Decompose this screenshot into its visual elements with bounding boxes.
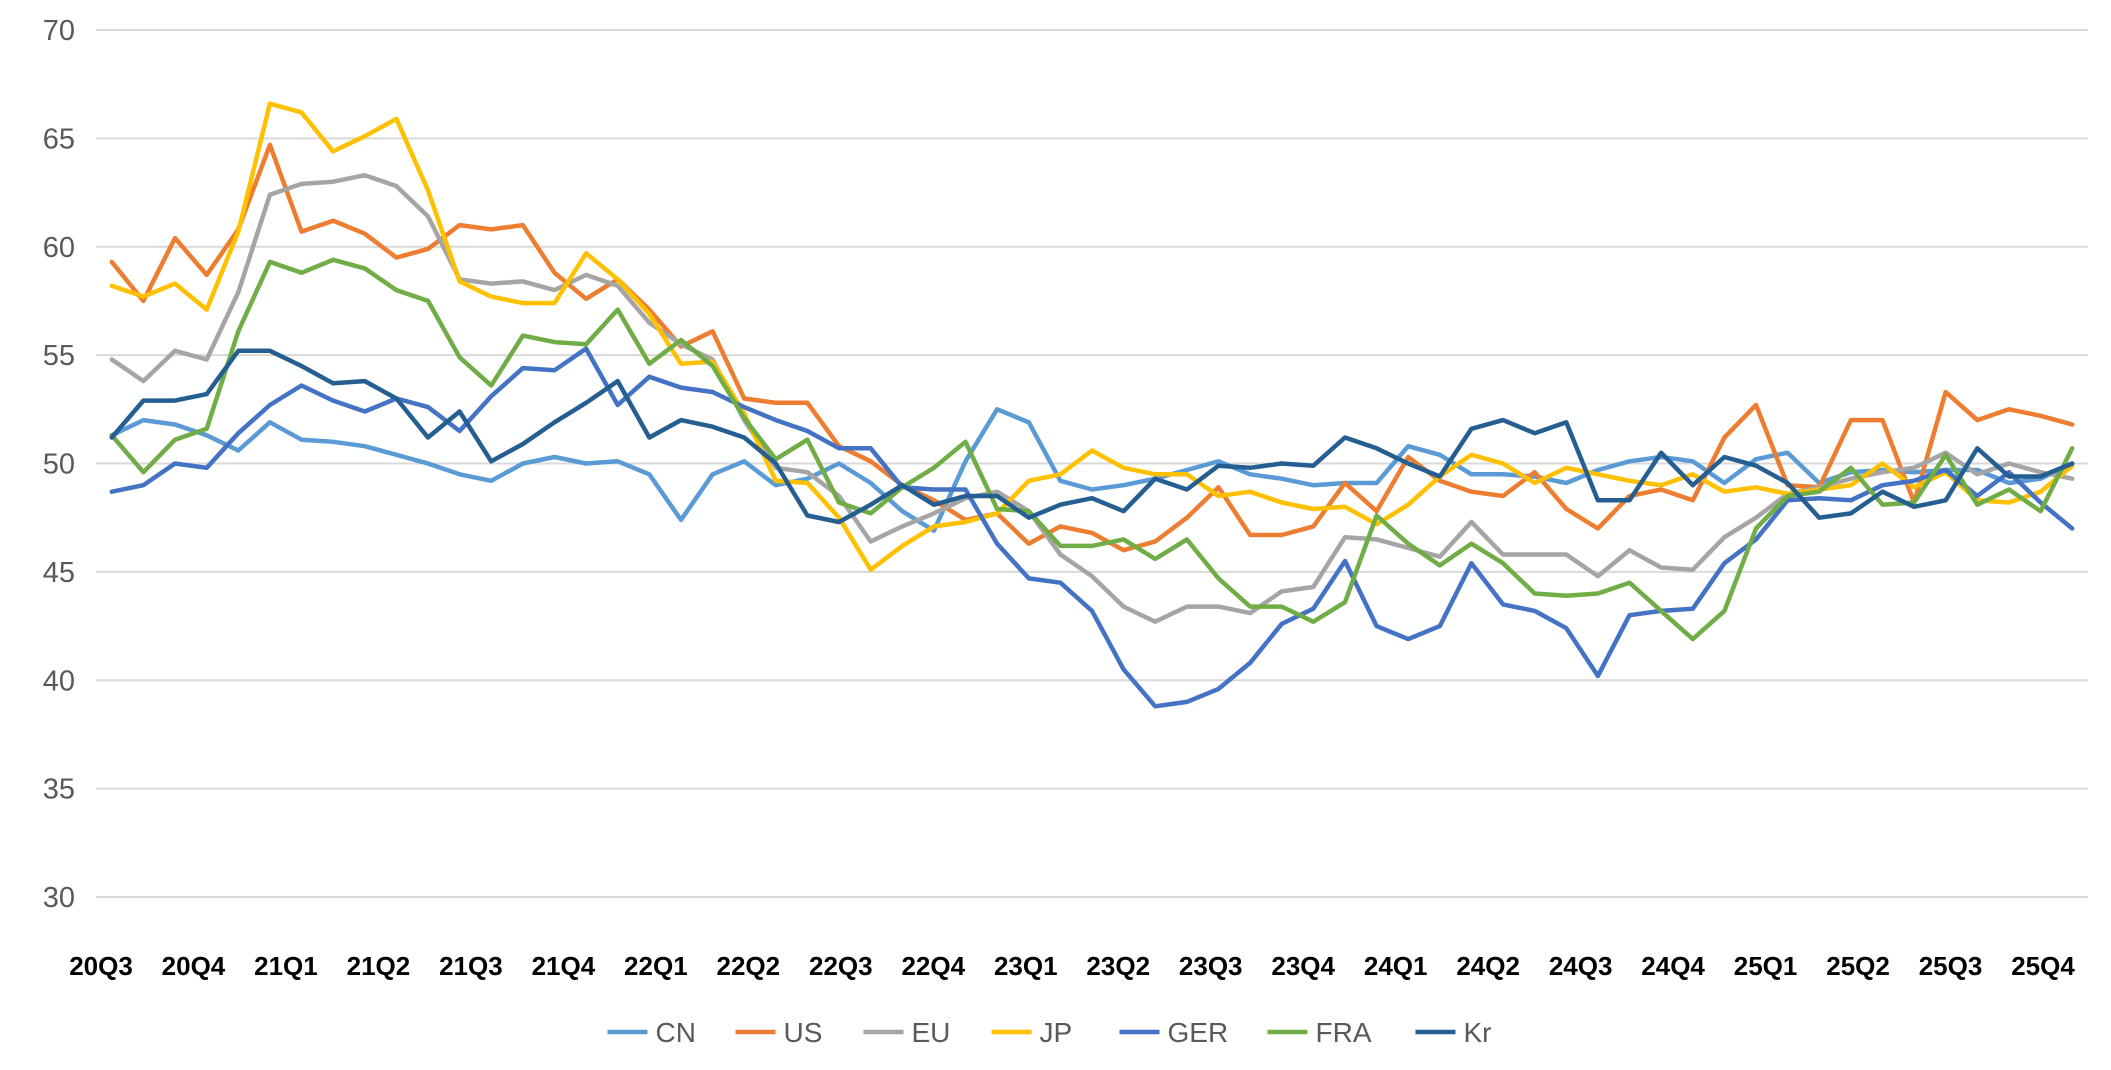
series-line-fra — [109, 257, 2075, 642]
x-tick-label: 21Q1 — [254, 951, 318, 981]
x-tick-label: 22Q3 — [809, 951, 873, 981]
x-tick-label: 24Q4 — [1641, 951, 1705, 981]
legend-label: EU — [912, 1017, 951, 1048]
y-tick-label: 55 — [43, 340, 75, 372]
x-tick-label: 25Q4 — [2011, 951, 2075, 981]
x-tick-label: 22Q4 — [901, 951, 965, 981]
legend-label: FRA — [1316, 1017, 1372, 1048]
legend-label: US — [784, 1017, 823, 1048]
gridlines — [96, 29, 2088, 898]
legend-item-fra: FRA — [1267, 1017, 1372, 1048]
series-line-jp — [109, 101, 2075, 572]
x-tick-label: 25Q2 — [1826, 951, 1890, 981]
x-tick-label: 21Q3 — [439, 951, 503, 981]
legend-label: GER — [1168, 1017, 1229, 1048]
series-line-kr — [109, 348, 2075, 525]
y-tick-label: 30 — [43, 882, 75, 914]
x-tick-label: 21Q2 — [347, 951, 411, 981]
x-tick-label: 25Q1 — [1734, 951, 1798, 981]
series-line-cn — [109, 407, 2075, 533]
x-tick-label: 24Q2 — [1456, 951, 1520, 981]
y-tick-label: 50 — [43, 449, 75, 481]
y-tick-label: 60 — [43, 232, 75, 264]
legend-item-jp: JP — [991, 1017, 1073, 1048]
series-line-ger — [109, 346, 2075, 709]
y-axis-labels: 30 35 40 45 50 55 60 65 70 — [43, 15, 75, 914]
x-tick-label: 23Q4 — [1271, 951, 1335, 981]
y-tick-label: 40 — [43, 665, 75, 697]
y-tick-label: 35 — [43, 774, 75, 806]
x-tick-label: 24Q3 — [1549, 951, 1613, 981]
x-tick-label: 24Q1 — [1364, 951, 1428, 981]
legend-item-eu: EU — [863, 1017, 951, 1048]
legend-item-ger: GER — [1119, 1017, 1229, 1048]
legend-label: JP — [1040, 1017, 1073, 1048]
x-tick-label: 20Q4 — [162, 951, 226, 981]
legend-item-us: US — [735, 1017, 823, 1048]
y-tick-label: 70 — [43, 15, 75, 47]
x-tick-label: 23Q3 — [1179, 951, 1243, 981]
legend: CN US EU JP GER FRA Kr — [607, 1017, 1492, 1048]
x-tick-label: 20Q3 — [69, 951, 133, 981]
legend-item-cn: CN — [607, 1017, 696, 1048]
x-tick-label: 22Q2 — [717, 951, 781, 981]
legend-label: Kr — [1464, 1017, 1492, 1048]
y-tick-label: 65 — [43, 123, 75, 155]
legend-item-kr: Kr — [1415, 1017, 1492, 1048]
x-tick-label: 23Q1 — [994, 951, 1058, 981]
y-tick-label: 45 — [43, 557, 75, 589]
series-lines — [109, 101, 2075, 709]
series-line-eu — [109, 172, 2075, 624]
x-axis-labels: 20Q3 20Q4 21Q1 21Q2 21Q3 21Q4 22Q1 22Q2 22Q3 22Q4… — [69, 951, 2075, 981]
legend-label: CN — [656, 1017, 696, 1048]
x-tick-label: 21Q4 — [532, 951, 596, 981]
x-tick-label: 23Q2 — [1086, 951, 1150, 981]
x-tick-label: 22Q1 — [624, 951, 688, 981]
x-tick-label: 25Q3 — [1919, 951, 1983, 981]
